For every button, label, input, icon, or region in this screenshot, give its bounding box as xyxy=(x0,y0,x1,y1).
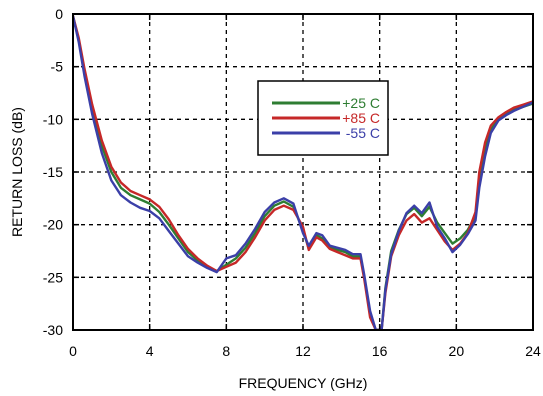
legend-label: +25 C xyxy=(342,95,380,111)
y-tick-label: -15 xyxy=(43,164,63,180)
y-tick-label: 0 xyxy=(55,6,63,22)
legend-label: -55 C xyxy=(346,125,380,141)
series-line-2 xyxy=(73,14,533,330)
legend-label: +85 C xyxy=(342,110,380,126)
legend: +25 C+85 C-55 C xyxy=(257,80,389,156)
y-tick-label: -10 xyxy=(43,111,63,127)
grid xyxy=(73,14,533,330)
x-tick-label: 8 xyxy=(222,343,230,359)
x-tick-label: 24 xyxy=(525,343,541,359)
y-tick-label: -20 xyxy=(43,217,63,233)
x-tick-label: 0 xyxy=(69,343,77,359)
x-tick-label: 20 xyxy=(449,343,465,359)
x-tick-label: 16 xyxy=(372,343,388,359)
y-tick-label: -5 xyxy=(51,59,64,75)
x-tick-label: 4 xyxy=(146,343,154,359)
y-tick-label: -30 xyxy=(43,322,63,338)
axis-ticks: 0 4 8 12 16 20 24 0 -5 -10 -15 -20 -25 -30 xyxy=(43,6,541,359)
series-lines xyxy=(73,14,533,330)
x-tick-label: 12 xyxy=(295,343,311,359)
plot-frame xyxy=(72,13,534,331)
y-tick-label: -25 xyxy=(43,269,63,285)
x-axis-title: FREQUENCY (GHz) xyxy=(239,375,368,391)
y-axis-title: RETURN LOSS (dB) xyxy=(9,107,25,237)
